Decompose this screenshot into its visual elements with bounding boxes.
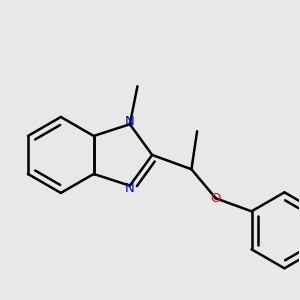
Text: O: O (211, 192, 221, 205)
Text: N: N (125, 115, 135, 128)
Text: N: N (125, 182, 135, 195)
